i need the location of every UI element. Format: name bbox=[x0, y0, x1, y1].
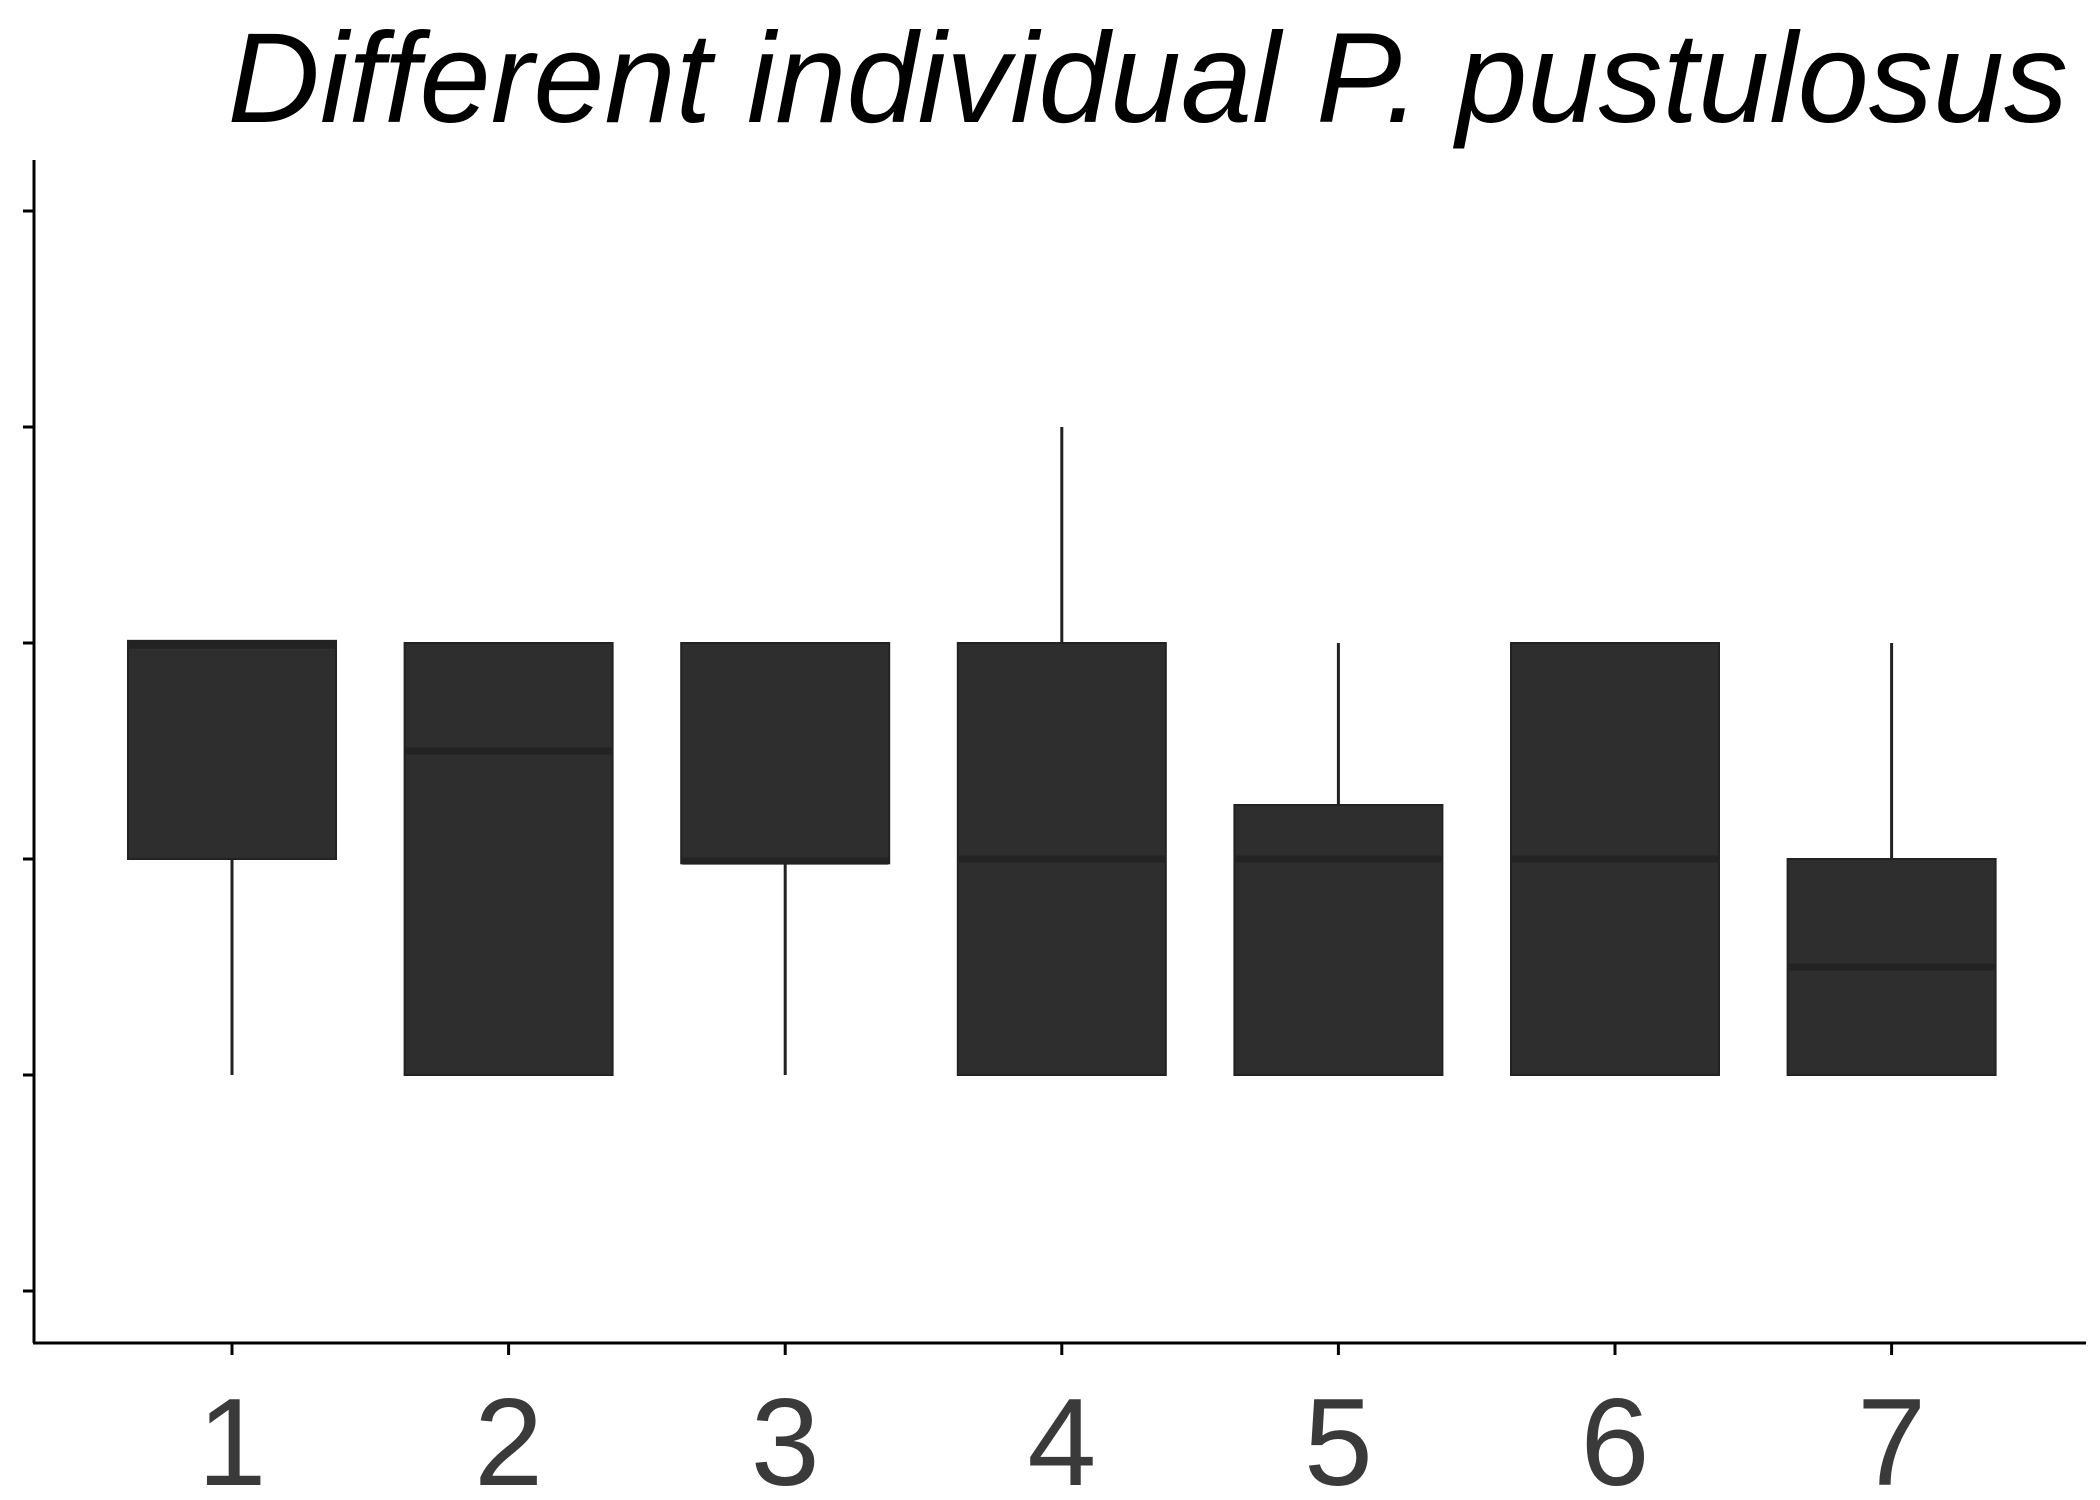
x-tick-label-3: 3 bbox=[751, 1374, 820, 1500]
box-4 bbox=[956, 427, 1167, 1076]
x-tick-label-7: 7 bbox=[1857, 1374, 1926, 1500]
x-tick-label-6: 6 bbox=[1581, 1374, 1650, 1500]
y-axis-ticks bbox=[23, 209, 34, 1293]
chart-title: Different individual P. pustulosus bbox=[228, 7, 2069, 150]
box-body-5 bbox=[1233, 804, 1444, 1076]
box-body-1 bbox=[127, 639, 337, 861]
box-1 bbox=[127, 639, 337, 1075]
x-tick-label-5: 5 bbox=[1304, 1374, 1373, 1500]
x-tick-label-2: 2 bbox=[474, 1374, 543, 1500]
x-axis-ticks bbox=[230, 1343, 1894, 1355]
x-axis-tick-labels: 1 2 3 4 5 6 7 bbox=[198, 1374, 1927, 1500]
box-body-2 bbox=[403, 642, 614, 1076]
box-body-3 bbox=[680, 642, 891, 865]
box-2 bbox=[403, 642, 614, 1076]
box-series bbox=[127, 427, 1997, 1076]
box-5 bbox=[1233, 643, 1444, 1076]
box-6 bbox=[1510, 642, 1720, 1076]
x-tick-label-4: 4 bbox=[1027, 1374, 1096, 1500]
box-3 bbox=[680, 642, 891, 1075]
box-7 bbox=[1786, 643, 1997, 1076]
x-tick-label-1: 1 bbox=[198, 1374, 267, 1500]
